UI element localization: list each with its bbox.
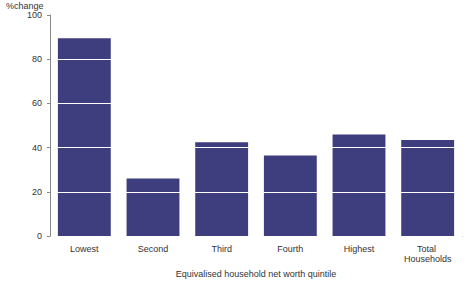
svg-text:%change: %change <box>6 1 44 12</box>
svg-text:Third: Third <box>211 244 232 254</box>
svg-text:80: 80 <box>32 54 42 64</box>
svg-text:Households: Households <box>404 254 452 264</box>
svg-text:Equivalised household net wort: Equivalised household net worth quintile <box>176 269 337 279</box>
svg-text:40: 40 <box>32 143 42 153</box>
svg-text:Total: Total <box>417 244 439 254</box>
svg-text:20: 20 <box>32 187 42 197</box>
svg-text:0: 0 <box>37 231 42 241</box>
svg-text:100: 100 <box>27 10 42 20</box>
svg-text:Fourth: Fourth <box>277 244 303 254</box>
svg-text:Second: Second <box>138 244 169 254</box>
svg-text:Highest: Highest <box>344 244 375 254</box>
svg-text:60: 60 <box>32 98 42 108</box>
svg-text:Lowest: Lowest <box>70 244 99 254</box>
